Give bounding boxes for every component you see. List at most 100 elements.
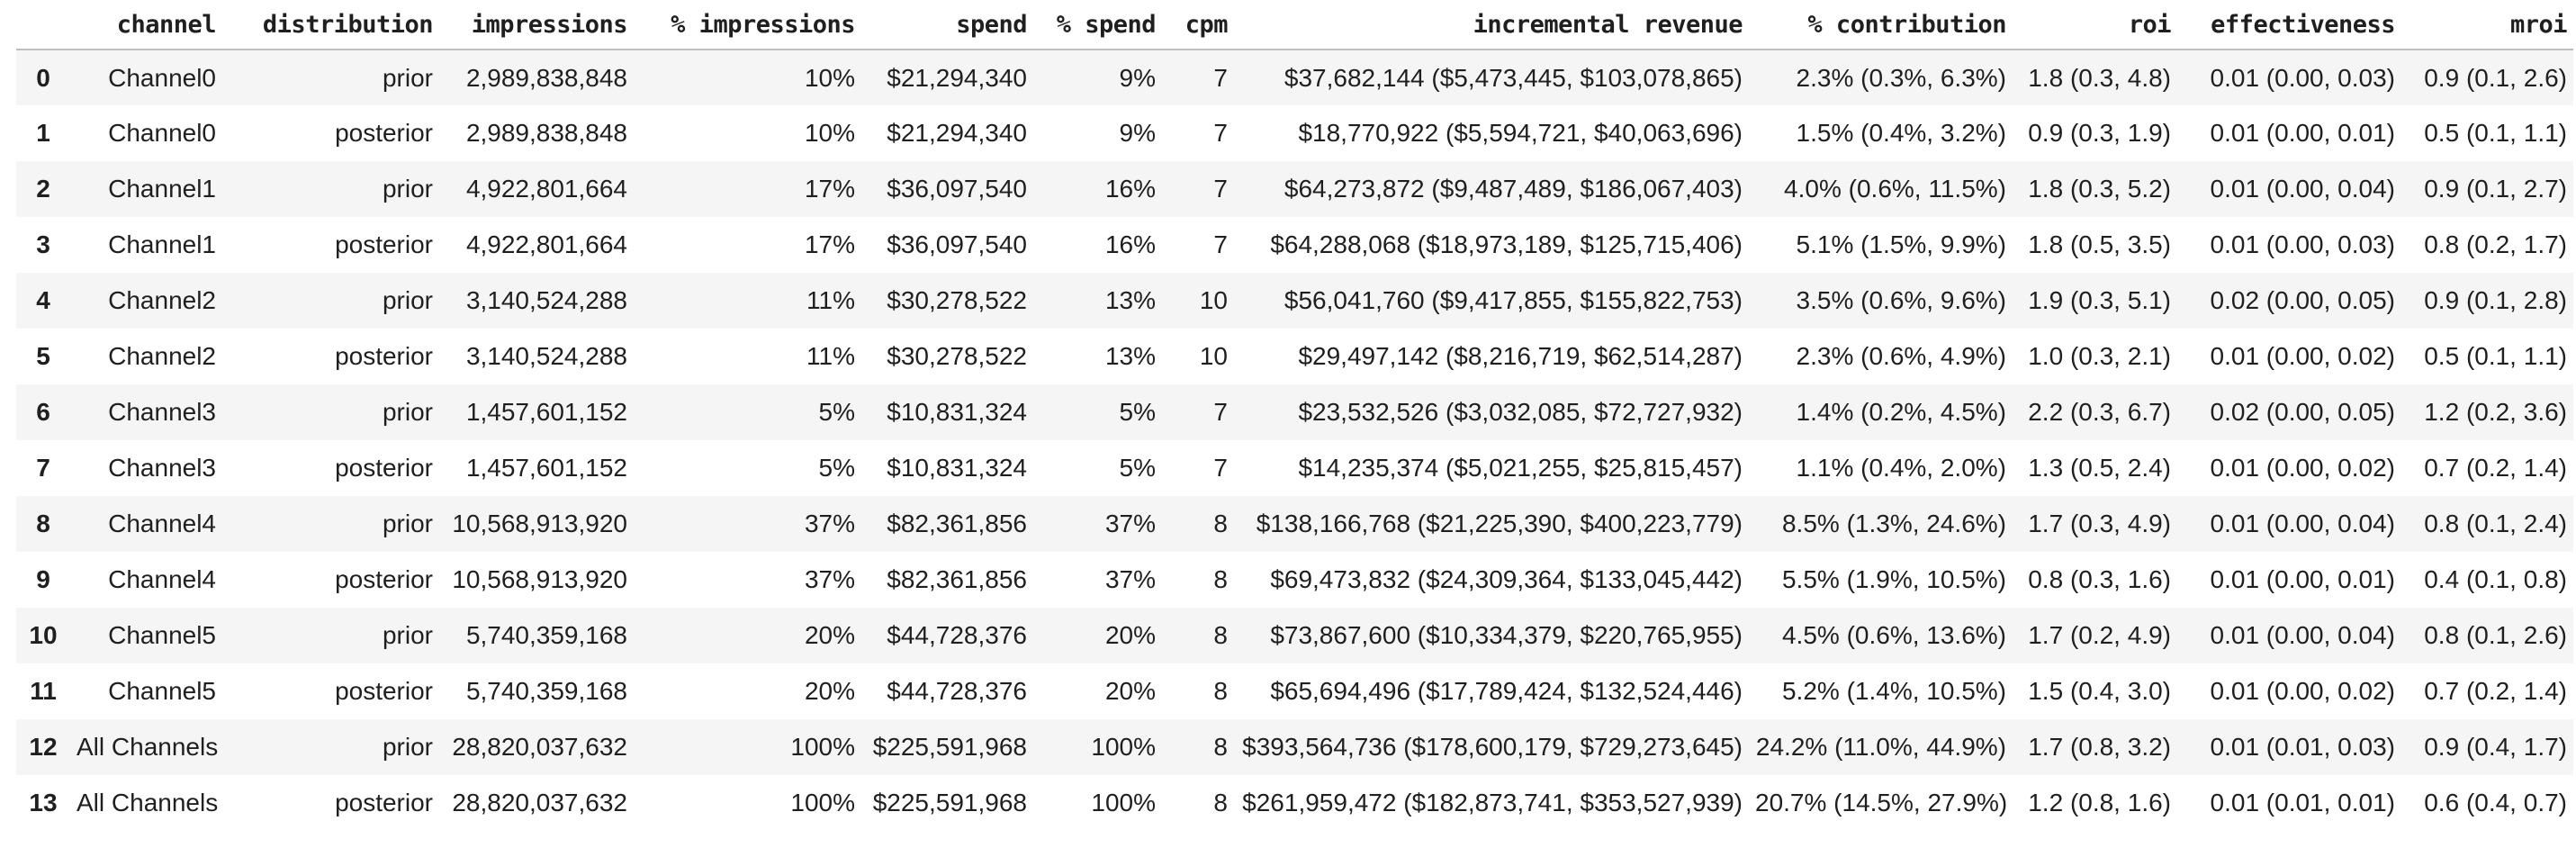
row-index: 6	[36, 398, 50, 426]
table-cell: 11%	[806, 342, 855, 370]
table-cell: 0.9 (0.1, 2.6)	[2424, 63, 2567, 92]
table-cell: 100%	[1091, 733, 1156, 761]
table-cell: 3,140,524,288	[465, 286, 627, 314]
table-cell: 100%	[1091, 789, 1156, 816]
column-header-index	[16, 0, 70, 50]
table-body: 0 Channel0 prior 2,989,838,848 10% $21,294,34…	[16, 50, 2573, 831]
table-cell: 8	[1213, 733, 1228, 761]
table-cell: posterior	[335, 230, 433, 258]
table-cell: 8	[1213, 621, 1228, 649]
table-cell: Channel1	[108, 175, 216, 203]
table-row: 9 Channel4 posterior 10,568,913,920 37% $82,3…	[16, 552, 2573, 608]
table-cell: $36,097,540	[887, 175, 1027, 203]
column-header-mroi: mroi	[2401, 0, 2573, 50]
table-cell: posterior	[335, 565, 433, 593]
table-cell: $37,682,144 ($5,473,445, $103,078,865)	[1283, 63, 1743, 92]
table-cell: 20%	[1104, 677, 1156, 705]
table-cell: $14,235,374 ($5,021,255, $25,815,457)	[1298, 454, 1743, 482]
table-cell: 7	[1213, 454, 1228, 482]
column-header-spend: spend	[861, 0, 1033, 50]
table-cell: $18,770,922 ($5,594,721, $40,063,696)	[1298, 119, 1743, 147]
table-cell: 0.8 (0.1, 2.4)	[2424, 510, 2567, 537]
row-index: 4	[36, 286, 50, 314]
table-cell: Channel1	[108, 230, 216, 258]
table-cell: 0.01 (0.00, 0.04)	[2210, 621, 2395, 649]
table-cell: 5%	[818, 398, 855, 426]
table-cell: 8.5% (1.3%, 24.6%)	[1781, 510, 2006, 537]
table-cell: posterior	[335, 119, 433, 147]
column-header-pct-impressions: % impressions	[634, 0, 861, 50]
column-header-distribution: distribution	[222, 0, 439, 50]
table-cell: 5,740,359,168	[465, 677, 627, 705]
table-cell: 28,820,037,632	[452, 789, 627, 816]
table-cell: 0.8 (0.3, 1.6)	[2028, 565, 2171, 593]
table-cell: Channel2	[108, 286, 216, 314]
table-cell: $44,728,376	[887, 621, 1027, 649]
row-index: 3	[36, 230, 50, 258]
table-cell: prior	[382, 398, 433, 426]
table-cell: 0.01 (0.00, 0.03)	[2210, 63, 2395, 92]
table-cell: 0.5 (0.1, 1.1)	[2424, 119, 2567, 147]
table-cell: 4,922,801,664	[465, 230, 627, 258]
table-cell: 13%	[1104, 286, 1156, 314]
table-cell: 5.1% (1.5%, 9.9%)	[1796, 230, 2006, 258]
table-cell: 0.02 (0.00, 0.05)	[2210, 398, 2395, 426]
table-cell: 9%	[1119, 63, 1156, 92]
row-index: 1	[36, 119, 50, 147]
table-cell: 1.4% (0.2%, 4.5%)	[1796, 398, 2006, 426]
table-cell: $30,278,522	[887, 286, 1027, 314]
table-cell: Channel3	[108, 398, 216, 426]
table-cell: 5%	[818, 454, 855, 482]
table-cell: $261,959,472 ($182,873,741, $353,527,939…	[1242, 789, 1743, 816]
table-cell: Channel0	[108, 119, 216, 147]
table-cell: 1.8 (0.3, 5.2)	[2028, 175, 2171, 203]
table-cell: $44,728,376	[887, 677, 1027, 705]
table-cell: Channel3	[108, 454, 216, 482]
table-cell: 7	[1213, 63, 1228, 92]
table-row: 2 Channel1 prior 4,922,801,664 17% $36,097,54…	[16, 161, 2573, 217]
table-cell: 1.8 (0.5, 3.5)	[2028, 230, 2171, 258]
table-cell: posterior	[335, 789, 433, 816]
table-cell: 8	[1213, 565, 1228, 593]
table-cell: $73,867,600 ($10,334,379, $220,765,955)	[1270, 621, 1743, 649]
table-cell: 0.01 (0.00, 0.04)	[2210, 510, 2395, 537]
table-cell: 8	[1213, 789, 1228, 816]
table-cell: $138,166,768 ($21,225,390, $400,223,779)	[1256, 510, 1743, 537]
table-cell: 20%	[804, 677, 855, 705]
table-row: 6 Channel3 prior 1,457,601,152 5% $10,831,324…	[16, 384, 2573, 440]
table-cell: 28,820,037,632	[452, 733, 627, 761]
table-cell: prior	[382, 510, 433, 537]
column-header-cpm: cpm	[1162, 0, 1234, 50]
table-cell: 0.6 (0.4, 0.7)	[2424, 789, 2567, 816]
table-cell: 20%	[804, 621, 855, 649]
table-cell: 17%	[804, 230, 855, 258]
table-cell: 1.5% (0.4%, 3.2%)	[1796, 119, 2006, 147]
table-cell: 5%	[1119, 398, 1156, 426]
table-cell: 100%	[790, 733, 855, 761]
table-cell: prior	[382, 175, 433, 203]
table-cell: 0.7 (0.2, 1.4)	[2424, 454, 2567, 482]
table-cell: 1.7 (0.3, 4.9)	[2028, 510, 2171, 537]
table-cell: 37%	[804, 510, 855, 537]
table-row: 1 Channel0 posterior 2,989,838,848 10% $21,29…	[16, 105, 2573, 161]
table-cell: prior	[382, 621, 433, 649]
table-cell: All Channels	[77, 733, 219, 761]
table-cell: 37%	[1104, 510, 1156, 537]
row-index: 5	[36, 342, 50, 370]
table-cell: $225,591,968	[872, 789, 1027, 816]
table-cell: All Channels	[77, 789, 219, 816]
table-cell: $69,473,832 ($24,309,364, $133,045,442)	[1270, 565, 1743, 593]
table-cell: 20.7% (14.5%, 27.9%)	[1755, 789, 2008, 816]
table-cell: 0.8 (0.1, 2.6)	[2424, 621, 2567, 649]
table-cell: $64,288,068 ($18,973,189, $125,715,406)	[1270, 230, 1743, 258]
table-cell: 10%	[804, 119, 855, 147]
column-header-impressions: impressions	[439, 0, 634, 50]
table-cell: posterior	[335, 454, 433, 482]
table-cell: posterior	[335, 677, 433, 705]
table-cell: 4,922,801,664	[465, 175, 627, 203]
table-cell: 1.2 (0.2, 3.6)	[2424, 398, 2567, 426]
table-cell: 0.01 (0.00, 0.01)	[2210, 119, 2395, 147]
table-cell: posterior	[335, 342, 433, 370]
table-cell: 1.3 (0.5, 2.4)	[2028, 454, 2171, 482]
table-cell: $82,361,856	[887, 565, 1027, 593]
